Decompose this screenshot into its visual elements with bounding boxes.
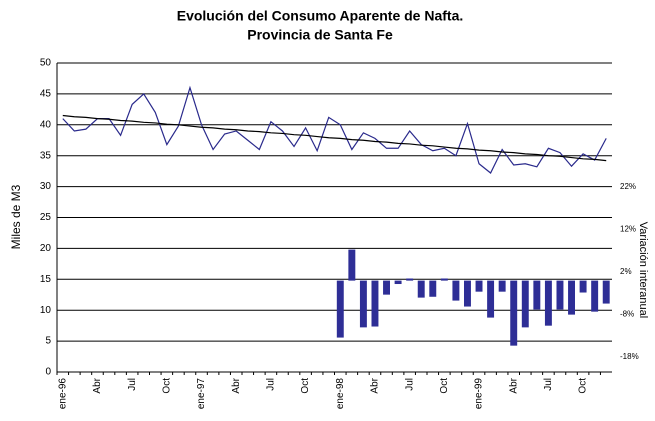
x-tick-label: Oct — [578, 378, 589, 394]
y2-tick-label: 12% — [620, 225, 636, 234]
bar — [394, 280, 402, 285]
y2-axis-label: Variación interanual — [637, 222, 649, 318]
y-tick-label: 5 — [45, 336, 51, 347]
bar — [568, 280, 575, 315]
bar — [498, 280, 506, 292]
bar — [464, 280, 471, 307]
bar — [429, 280, 437, 297]
bar — [348, 249, 356, 281]
y2-tick-label: -18% — [620, 352, 639, 361]
x-tick-label: Abr — [92, 377, 103, 393]
bar — [440, 278, 448, 281]
x-tick-label: Jul — [266, 378, 277, 391]
bar — [487, 280, 495, 318]
x-tick-label: ene-97 — [196, 378, 207, 410]
y-tick-label: 30 — [40, 181, 52, 192]
x-tick-label: Abr — [370, 377, 381, 393]
bar — [544, 280, 552, 326]
y2-tick-label: 22% — [620, 182, 636, 191]
x-tick-label: Jul — [543, 378, 554, 391]
y-tick-label: 25 — [40, 212, 52, 223]
x-tick-label: Jul — [404, 378, 415, 391]
bar — [336, 280, 344, 338]
bar — [475, 280, 483, 292]
chart-title: Evolución del Consumo Aparente de Nafta. — [177, 8, 464, 24]
bar — [359, 280, 367, 328]
chart-subtitle: Provincia de Santa Fe — [247, 27, 393, 43]
y-tick-label: 0 — [45, 367, 51, 378]
y-tick-label: 20 — [40, 243, 52, 254]
y2-tick-label: -8% — [620, 310, 634, 319]
bar — [602, 280, 610, 304]
bar — [417, 280, 425, 298]
x-tick-label: Abr — [231, 377, 242, 393]
y-tick-label: 10 — [40, 305, 52, 316]
x-tick-label: Abr — [508, 377, 519, 393]
x-tick-label: Oct — [161, 378, 172, 394]
x-tick-label: Jul — [127, 378, 138, 391]
bar — [533, 280, 541, 310]
line — [62, 114, 607, 162]
bar — [406, 278, 414, 281]
bar — [371, 280, 379, 327]
bar — [521, 280, 529, 328]
bar — [383, 280, 390, 295]
x-tick-label: ene-96 — [57, 378, 68, 410]
bar — [556, 280, 564, 310]
x-tick-label: Oct — [439, 378, 450, 394]
y-axis-label: Miles de M3 — [9, 184, 23, 249]
y-tick-label: 35 — [40, 150, 52, 161]
x-tick-label: ene-98 — [335, 378, 346, 410]
bar — [579, 280, 587, 293]
line — [62, 85, 607, 174]
bar — [591, 280, 599, 312]
bar — [452, 280, 460, 301]
y-tick-label: 15 — [40, 274, 52, 285]
y-tick-label: 45 — [40, 89, 52, 100]
y2-tick-label: 2% — [620, 267, 632, 276]
bar — [510, 280, 518, 346]
x-tick-label: ene-99 — [474, 378, 485, 410]
x-tick-label: Oct — [300, 378, 311, 394]
y-tick-label: 40 — [40, 119, 52, 130]
y-tick-label: 50 — [40, 58, 52, 69]
